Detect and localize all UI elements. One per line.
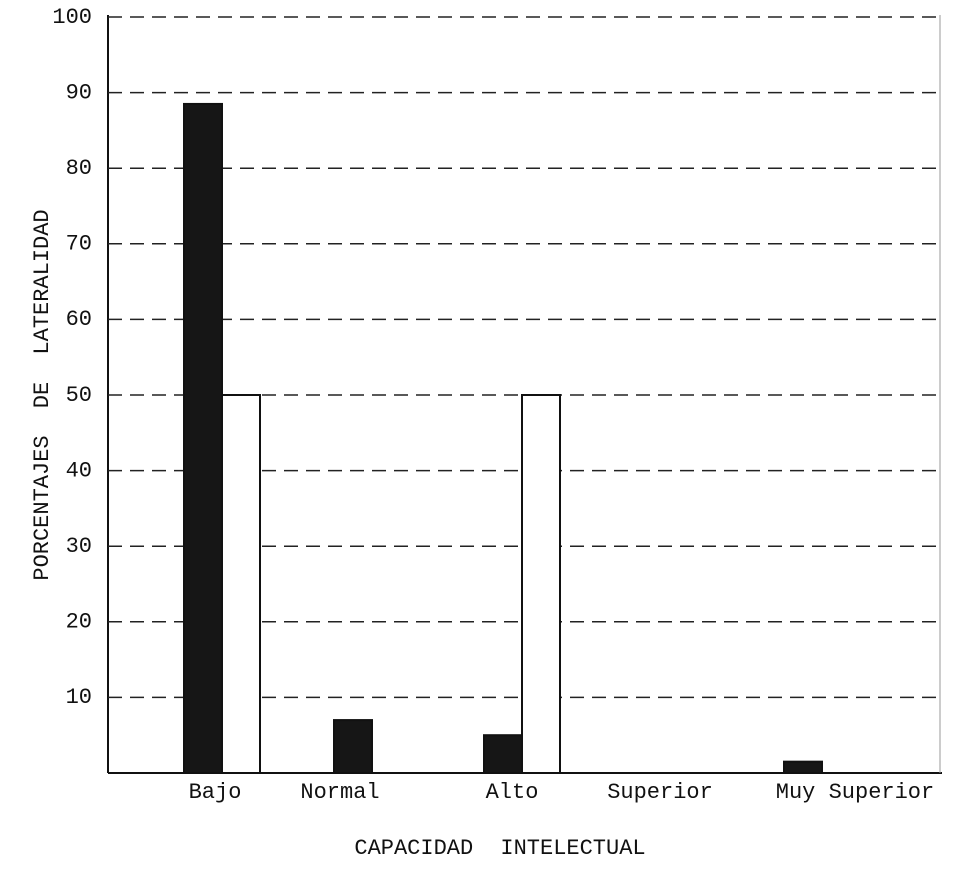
bar — [221, 394, 261, 774]
y-tick-label: 10 — [66, 685, 92, 710]
y-tick-label: 100 — [52, 5, 92, 30]
bar — [783, 760, 823, 774]
bar — [483, 734, 523, 775]
x-tick-label: Bajo — [189, 780, 242, 805]
bar — [521, 394, 561, 774]
y-tick-label: 50 — [66, 383, 92, 408]
y-tick-label: 60 — [66, 307, 92, 332]
y-tick-label: 90 — [66, 80, 92, 105]
x-tick-label: Alto — [486, 780, 539, 805]
y-tick-label: 20 — [66, 610, 92, 635]
x-tick-label: Normal — [300, 780, 379, 805]
x-tick-label: Muy Superior — [776, 780, 934, 805]
bar — [333, 719, 373, 775]
y-tick-label: 30 — [66, 534, 92, 559]
y-tick-label: 70 — [66, 232, 92, 257]
x-tick-label: Superior — [607, 780, 713, 805]
bar — [183, 102, 223, 774]
y-axis-label: PORCENTAJES DE LATERALIDAD — [30, 209, 55, 580]
y-tick-label: 80 — [66, 156, 92, 181]
x-axis-label: CAPACIDAD INTELECTUAL — [354, 836, 645, 861]
y-tick-label: 40 — [66, 458, 92, 483]
